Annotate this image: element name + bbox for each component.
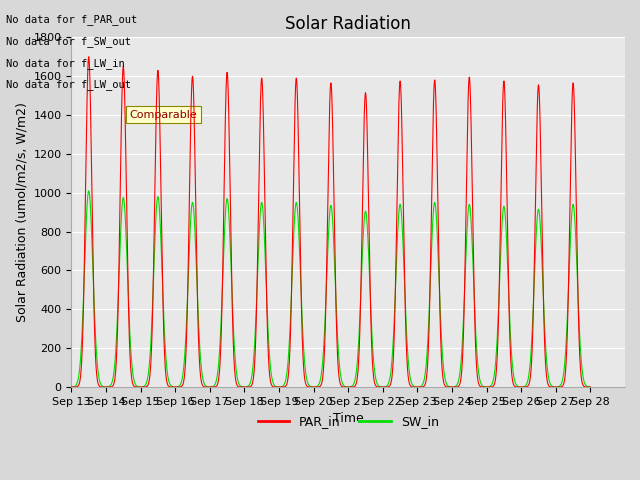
Text: No data for f_LW_out: No data for f_LW_out bbox=[6, 79, 131, 90]
Legend: PAR_in, SW_in: PAR_in, SW_in bbox=[253, 410, 444, 433]
Title: Solar Radiation: Solar Radiation bbox=[285, 15, 411, 33]
Text: No data for f_LW_in: No data for f_LW_in bbox=[6, 58, 125, 69]
X-axis label: Time: Time bbox=[333, 412, 364, 425]
Text: No data for f_SW_out: No data for f_SW_out bbox=[6, 36, 131, 47]
Text: No data for f_PAR_out: No data for f_PAR_out bbox=[6, 14, 138, 25]
Text: Comparable: Comparable bbox=[129, 110, 197, 120]
Y-axis label: Solar Radiation (umol/m2/s, W/m2): Solar Radiation (umol/m2/s, W/m2) bbox=[15, 102, 28, 322]
